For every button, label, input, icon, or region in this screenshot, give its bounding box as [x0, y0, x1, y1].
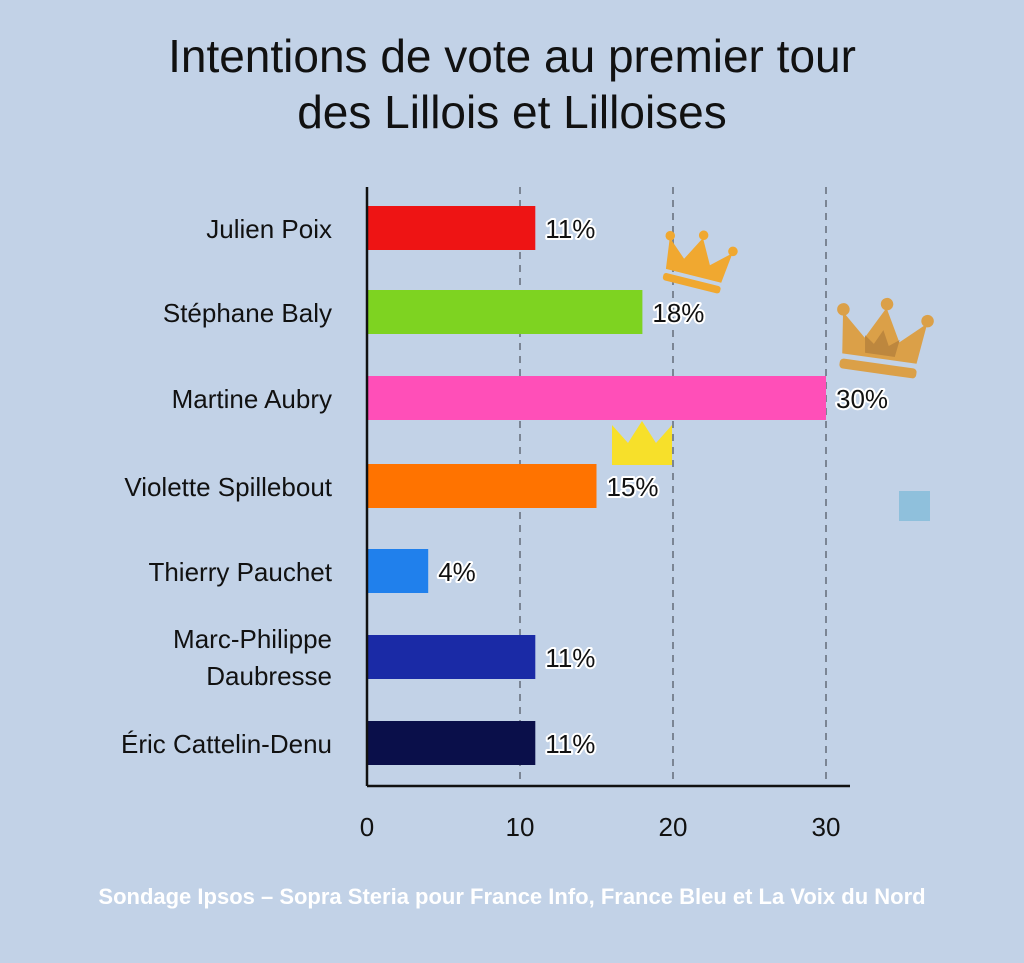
crown-jewel: [921, 314, 934, 328]
bar: [367, 464, 597, 508]
chart-title: Intentions de vote au premier tour des L…: [0, 28, 1024, 140]
x-tick-label: 20: [659, 812, 688, 842]
bar: [367, 721, 536, 765]
data-label: 15%: [607, 472, 659, 502]
category-label: Martine Aubry: [172, 384, 332, 414]
crown-icon: [612, 421, 672, 465]
x-tick-label: 30: [812, 812, 841, 842]
crown-jewel: [728, 246, 738, 257]
labels: 11% Julien Poix 18% Stéphane Baly 30% Martine…: [121, 212, 890, 761]
category-label: Stéphane Baly: [163, 298, 332, 328]
bars: [367, 206, 826, 765]
x-tick-label: 10: [506, 812, 535, 842]
category-label: Thierry Pauchet: [148, 557, 332, 587]
crown-jewel: [837, 303, 850, 316]
crown-inner: [865, 330, 900, 357]
data-label: 11%: [545, 214, 595, 244]
category-label: Marc-Philippe: [173, 624, 332, 654]
data-label: 4%: [438, 557, 476, 587]
category-label: Daubresse: [206, 661, 332, 691]
crown-icon: [837, 297, 934, 379]
crown-jewel: [665, 231, 676, 241]
bar: [367, 549, 429, 593]
data-label: 30%: [836, 384, 888, 414]
crown-jewel: [880, 297, 894, 311]
data-label: 11%: [545, 643, 595, 673]
category-label: Julien Poix: [206, 214, 332, 244]
category-label: Violette Spillebout: [124, 472, 332, 502]
decorations: [612, 230, 934, 521]
crown-icon: [662, 230, 738, 294]
bar: [367, 376, 826, 420]
data-label: 18%: [652, 298, 704, 328]
x-tick-label: 0: [360, 812, 374, 842]
bar: [367, 635, 536, 679]
crown-band: [839, 358, 917, 379]
chart-title-line-2: des Lillois et Lilloises: [297, 86, 727, 138]
data-label: 11%: [545, 729, 595, 759]
crown-jewel: [698, 230, 709, 241]
crown-body: [665, 237, 733, 283]
square-icon: [899, 491, 930, 521]
chart-title-line-1: Intentions de vote au premier tour: [168, 30, 856, 82]
bar: [367, 290, 643, 334]
category-label: Éric Cattelin-Denu: [121, 729, 332, 759]
bar: [367, 206, 536, 250]
crown-body: [612, 421, 672, 465]
source-note: Sondage Ipsos – Sopra Steria pour France…: [98, 884, 926, 909]
crown-band: [662, 272, 721, 294]
axes: 0 10 20 30: [360, 187, 850, 842]
